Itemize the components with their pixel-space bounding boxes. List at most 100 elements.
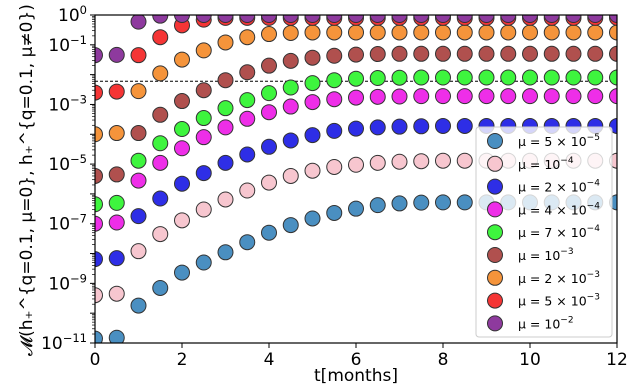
- data-point: [218, 192, 233, 207]
- data-point: [283, 99, 298, 114]
- data-point: [414, 154, 429, 169]
- data-point: [501, 46, 516, 61]
- data-point: [153, 227, 168, 242]
- data-point: [414, 25, 429, 40]
- data-point: [305, 76, 320, 91]
- data-point: [240, 235, 255, 250]
- data-point: [153, 66, 168, 81]
- data-point: [349, 201, 364, 216]
- data-point: [109, 195, 124, 210]
- data-point: [392, 89, 407, 104]
- data-point: [414, 70, 429, 85]
- data-point: [479, 70, 494, 85]
- data-point: [588, 46, 603, 61]
- data-point: [153, 191, 168, 206]
- data-point: [196, 130, 211, 145]
- data-point: [457, 89, 472, 104]
- legend-marker: [488, 225, 503, 240]
- data-point: [175, 176, 190, 191]
- data-point: [175, 265, 190, 280]
- data-point: [392, 119, 407, 134]
- data-point: [392, 46, 407, 61]
- data-point: [196, 111, 211, 126]
- data-point: [436, 118, 451, 133]
- data-point: [501, 25, 516, 40]
- x-axis-label: t[months]: [314, 366, 398, 385]
- data-point: [218, 245, 233, 260]
- y-axis-label: 𝓜(h₊^{q=0.1, μ=0}, h₊^{q=0.1, μ≠0}): [17, 4, 37, 356]
- data-point: [349, 71, 364, 86]
- data-point: [457, 70, 472, 85]
- data-point: [436, 25, 451, 40]
- x-tick-label: 12: [606, 350, 628, 370]
- data-point: [457, 25, 472, 40]
- data-point: [109, 251, 124, 266]
- data-point: [218, 73, 233, 88]
- data-point: [262, 105, 277, 120]
- data-point: [566, 25, 581, 40]
- data-point: [131, 126, 146, 141]
- data-point: [240, 65, 255, 80]
- data-point: [479, 89, 494, 104]
- data-point: [370, 198, 385, 213]
- data-point: [218, 120, 233, 135]
- data-point: [262, 27, 277, 42]
- data-point: [523, 89, 538, 104]
- data-point: [349, 121, 364, 136]
- data-point: [283, 218, 298, 233]
- data-point: [196, 202, 211, 217]
- data-point: [588, 89, 603, 104]
- data-point: [392, 70, 407, 85]
- data-point: [131, 298, 146, 313]
- data-point: [327, 25, 342, 40]
- data-point: [131, 84, 146, 99]
- data-point: [240, 183, 255, 198]
- data-point: [305, 25, 320, 40]
- data-point: [131, 244, 146, 259]
- data-point: [153, 136, 168, 151]
- data-point: [392, 25, 407, 40]
- data-point: [479, 46, 494, 61]
- data-point: [283, 25, 298, 40]
- data-point: [153, 8, 168, 23]
- data-point: [327, 48, 342, 63]
- legend-marker: [488, 248, 503, 263]
- data-point: [305, 163, 320, 178]
- data-point: [109, 47, 124, 62]
- data-point: [131, 153, 146, 168]
- data-point: [436, 89, 451, 104]
- data-point: [370, 71, 385, 86]
- data-point: [131, 14, 146, 29]
- data-point: [305, 128, 320, 143]
- legend-marker: [488, 156, 503, 171]
- data-point: [283, 168, 298, 183]
- data-point: [327, 92, 342, 107]
- data-point: [131, 173, 146, 188]
- legend-marker: [488, 179, 503, 194]
- data-point: [327, 73, 342, 88]
- data-point: [523, 70, 538, 85]
- data-point: [392, 196, 407, 211]
- data-point: [109, 126, 124, 141]
- data-point: [109, 167, 124, 182]
- data-point: [196, 83, 211, 98]
- data-point: [370, 47, 385, 62]
- data-point: [566, 70, 581, 85]
- data-point: [262, 225, 277, 240]
- data-point: [370, 89, 385, 104]
- data-point: [153, 280, 168, 295]
- data-point: [240, 111, 255, 126]
- data-point: [153, 155, 168, 170]
- data-point: [175, 213, 190, 228]
- data-point: [392, 154, 407, 169]
- data-point: [262, 139, 277, 154]
- data-point: [196, 166, 211, 181]
- data-point: [131, 48, 146, 63]
- data-point: [544, 25, 559, 40]
- data-point: [262, 175, 277, 190]
- data-point: [457, 153, 472, 168]
- data-point: [349, 90, 364, 105]
- x-tick-label: 4: [264, 350, 275, 370]
- data-point: [523, 46, 538, 61]
